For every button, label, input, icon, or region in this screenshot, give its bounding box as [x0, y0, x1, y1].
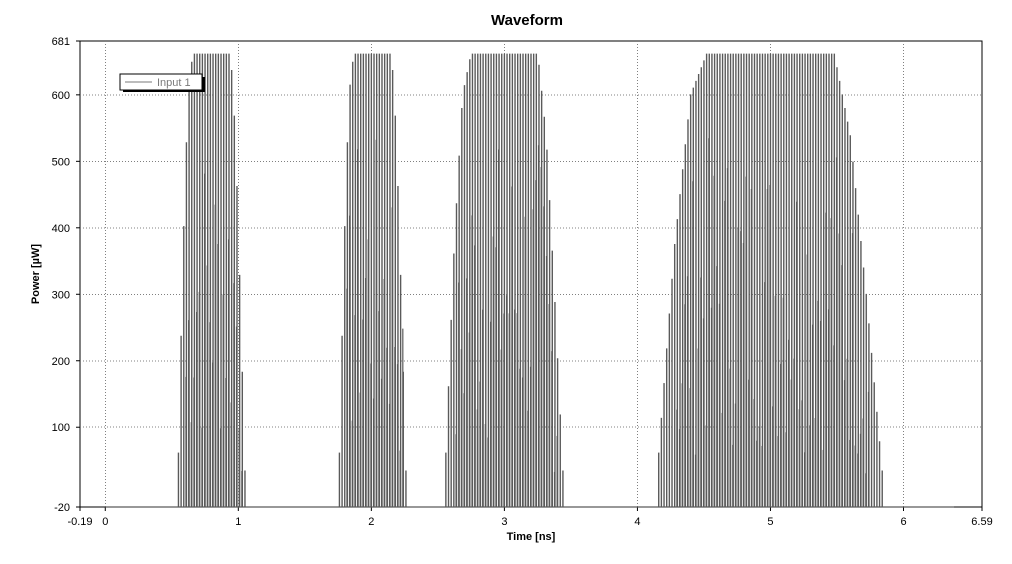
y-tick-label: 500 [52, 156, 70, 168]
y-tick-label: 400 [52, 223, 70, 235]
y-tick-label: 100 [52, 422, 70, 434]
x-tick-label: 0 [102, 516, 108, 528]
y-tick-label: 300 [52, 289, 70, 301]
chart-title: Waveform [491, 12, 563, 29]
y-tick-label: 681 [52, 36, 70, 48]
y-axis-label: Power [µW] [30, 244, 42, 304]
x-axis-label: Time [ns] [507, 531, 556, 543]
y-tick-label: 600 [52, 90, 70, 102]
legend-entry-input-1: Input 1 [157, 77, 191, 89]
x-tick-label: 1 [235, 516, 241, 528]
y-tick-label: -20 [54, 502, 70, 514]
x-tick-label: 3 [501, 516, 507, 528]
x-axis-ticks: -0.19 0 1 2 3 4 5 6 6.59 [67, 507, 992, 528]
legend: Input 1 [120, 74, 205, 92]
x-tick-label: 2 [368, 516, 374, 528]
x-tick-label: 5 [767, 516, 773, 528]
x-tick-label: -0.19 [67, 516, 92, 528]
x-tick-label: 6.59 [971, 516, 992, 528]
x-tick-label: 6 [900, 516, 906, 528]
y-axis-ticks: 681 600 500 400 300 200 100 -20 [52, 36, 80, 514]
y-tick-label: 200 [52, 356, 70, 368]
x-tick-label: 4 [634, 516, 640, 528]
